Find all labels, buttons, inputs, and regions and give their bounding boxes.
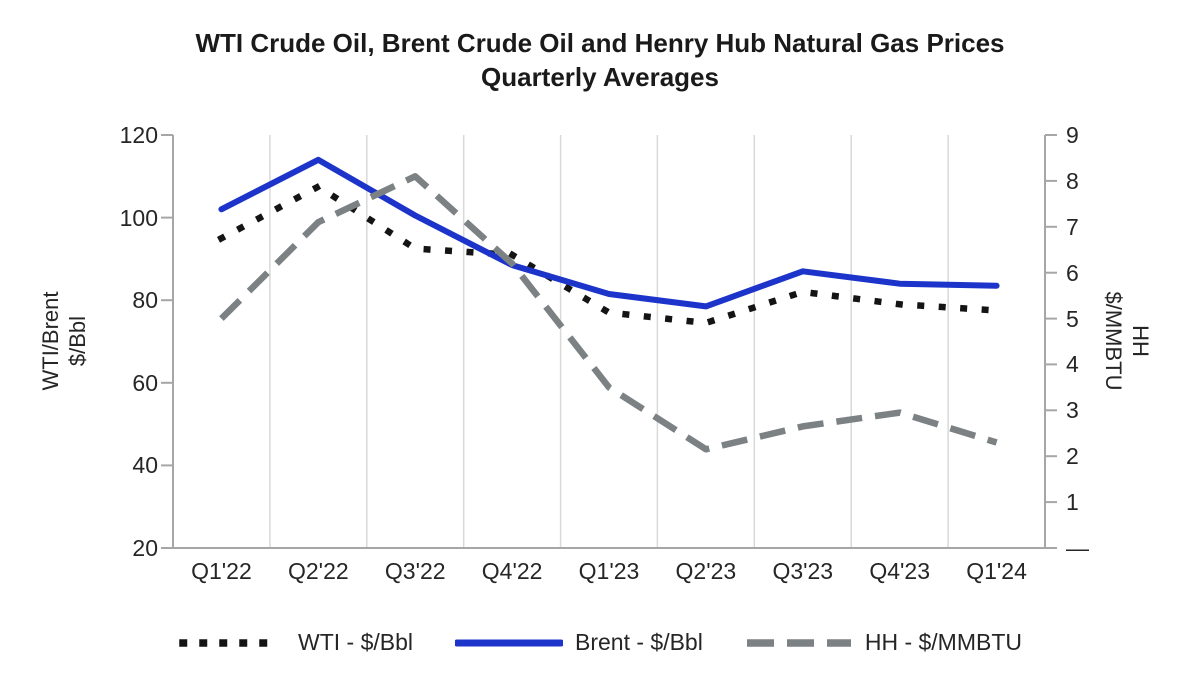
hh-dashed-line-swatch [746, 638, 851, 647]
brent-solid-line-swatch [455, 639, 563, 646]
legend-item-hh: HH - $/MMBTU [745, 629, 1022, 656]
series-line-brent [218, 156, 1000, 310]
chart-title: WTI Crude Oil, Brent Crude Oil and Henry… [0, 26, 1200, 94]
legend-item-wti: WTI - $/Bbl [178, 629, 413, 656]
chart-title-line1: WTI Crude Oil, Brent Crude Oil and Henry… [195, 28, 1005, 58]
legend-item-brent: Brent - $/Bbl [455, 629, 703, 656]
chart-title-line2: Quarterly Averages [481, 62, 719, 92]
legend: WTI - $/Bbl Brent - $/Bbl HH - $/MMBTU [0, 629, 1200, 656]
legend-label-hh: HH - $/MMBTU [864, 629, 1023, 655]
series-line-wti [217, 183, 1001, 327]
legend-label-wti: WTI - $/Bbl [297, 629, 413, 655]
legend-label-brent: Brent - $/Bbl [575, 629, 703, 655]
series-line-hh [219, 173, 998, 453]
wti-dotted-line-swatch [179, 638, 285, 647]
